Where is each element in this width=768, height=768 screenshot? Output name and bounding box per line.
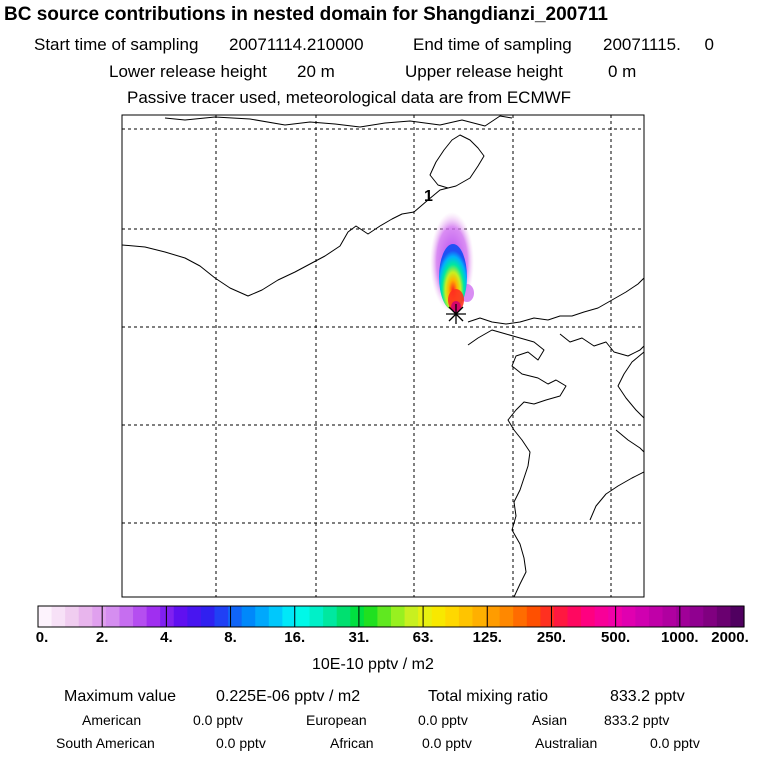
colorbar-swatch (268, 606, 283, 627)
max-value: 0.225E-06 pptv / m2 (216, 688, 361, 705)
colorbar-tick-label: 250. (536, 629, 567, 646)
region-value: 0.0 pptv (216, 735, 266, 751)
colorbar-tick-label: 8. (224, 629, 237, 646)
receptor-label: 1 (424, 188, 433, 205)
colorbar-border (37, 605, 745, 628)
colorbar-swatch (133, 606, 148, 627)
colorbar-swatch (621, 606, 636, 627)
colorbar-swatch (146, 606, 161, 627)
colorbar-swatch (214, 606, 229, 627)
colorbar-tick-label: 125. (472, 629, 502, 646)
colorbar-swatch (92, 606, 107, 627)
colorbar-swatch (730, 606, 745, 627)
region-name: American (82, 712, 142, 728)
colorbar-swatch (336, 606, 351, 627)
colorbar-unit: 10E-10 pptv / m2 (312, 656, 434, 673)
colorbar-swatch (418, 606, 433, 627)
colorbar-swatch (431, 606, 446, 627)
colorbar-swatch (513, 606, 528, 627)
colorbar-swatch (65, 606, 80, 627)
colorbar-tick-label: 2. (95, 629, 109, 646)
colorbar-swatch (404, 606, 419, 627)
region-value: 833.2 pptv (604, 712, 670, 728)
end-time-label: End time of sampling (413, 35, 572, 54)
end-time-value: 20071115. 0 (603, 35, 714, 54)
colorbar-swatch (703, 606, 718, 627)
start-time-value: 20071114.210000 (229, 35, 364, 54)
colorbar-swatch (200, 606, 216, 627)
colorbar-swatch (581, 606, 596, 627)
start-time-label: Start time of sampling (34, 35, 199, 54)
colorbar-swatch (350, 606, 365, 627)
colorbar-swatch (363, 606, 379, 627)
colorbar-swatch (689, 606, 704, 627)
colorbar-swatch (648, 606, 664, 627)
total-mixing-label: Total mixing ratio (428, 688, 549, 705)
lower-release-label: Lower release height (109, 62, 267, 81)
colorbar-tick-label: 2000. (711, 629, 749, 646)
map-frame (121, 114, 645, 598)
colorbar-swatch (458, 606, 474, 627)
colorbar-swatch (567, 606, 582, 627)
colorbar-swatch (187, 606, 202, 627)
colorbar-tick-label: 63. (412, 629, 434, 646)
colorbar-swatch (676, 606, 691, 627)
colorbar-tick-label: 31. (348, 629, 370, 646)
colorbar-tick-label: 16. (284, 629, 306, 646)
colorbar-swatch (295, 606, 311, 627)
colorbar-swatch (635, 606, 650, 627)
region-value: 0.0 pptv (418, 712, 468, 728)
total-mixing-value: 833.2 pptv (610, 688, 685, 705)
region-value: 0.0 pptv (193, 712, 243, 728)
region-name: South American (56, 735, 155, 751)
colorbar-swatch (282, 606, 297, 627)
region-name: Australian (535, 735, 598, 751)
colorbar-swatch (472, 606, 487, 627)
colorbar-swatch (173, 606, 188, 627)
colorbar-swatch (51, 606, 66, 627)
colorbar-swatch (119, 606, 134, 627)
colorbar-swatch (526, 606, 541, 627)
colorbar-swatch (662, 606, 677, 627)
tracer-note: Passive tracer used, meteorological data… (127, 88, 572, 107)
receptor-asterisk-marker (446, 304, 466, 324)
colorbar-swatch (499, 606, 514, 627)
colorbar-tick-label: 500. (601, 629, 631, 646)
colorbar-swatch (445, 606, 460, 627)
colorbar-swatch (160, 606, 175, 627)
region-value: 0.0 pptv (650, 735, 700, 751)
region-name: African (330, 735, 374, 751)
lower-release-value: 20 m (297, 62, 335, 81)
colorbar-swatch (377, 606, 392, 627)
map-title: BC source contributions in nested domain… (4, 4, 608, 25)
colorbar-swatch (38, 606, 53, 627)
emission-plume (430, 212, 474, 313)
colorbar-swatch (540, 606, 555, 627)
colorbar-swatch (228, 606, 243, 627)
colorbar-tick-label: 1000. (661, 629, 699, 646)
colorbar-swatch (716, 606, 732, 627)
colorbar-swatch (553, 606, 569, 627)
colorbar-swatch (105, 606, 121, 627)
region-value: 0.0 pptv (422, 735, 472, 751)
colorbar-swatch (255, 606, 270, 627)
max-value-label: Maximum value (64, 688, 177, 705)
colorbar-swatch (323, 606, 338, 627)
colorbar-swatch (78, 606, 93, 627)
colorbar-swatch (486, 606, 501, 627)
upper-release-value: 0 m (608, 62, 637, 81)
coastlines (122, 115, 644, 597)
colorbar-tick-label: 0. (35, 629, 49, 646)
colorbar (37, 605, 745, 628)
region-name: European (306, 712, 367, 728)
colorbar-swatch (594, 606, 609, 627)
graticule (122, 115, 644, 597)
colorbar-swatch (241, 606, 256, 627)
region-name: Asian (532, 712, 568, 728)
colorbar-swatch (391, 606, 406, 627)
colorbar-swatch (309, 606, 324, 627)
colorbar-tick-label: 4. (160, 629, 173, 646)
upper-release-label: Upper release height (405, 62, 563, 81)
